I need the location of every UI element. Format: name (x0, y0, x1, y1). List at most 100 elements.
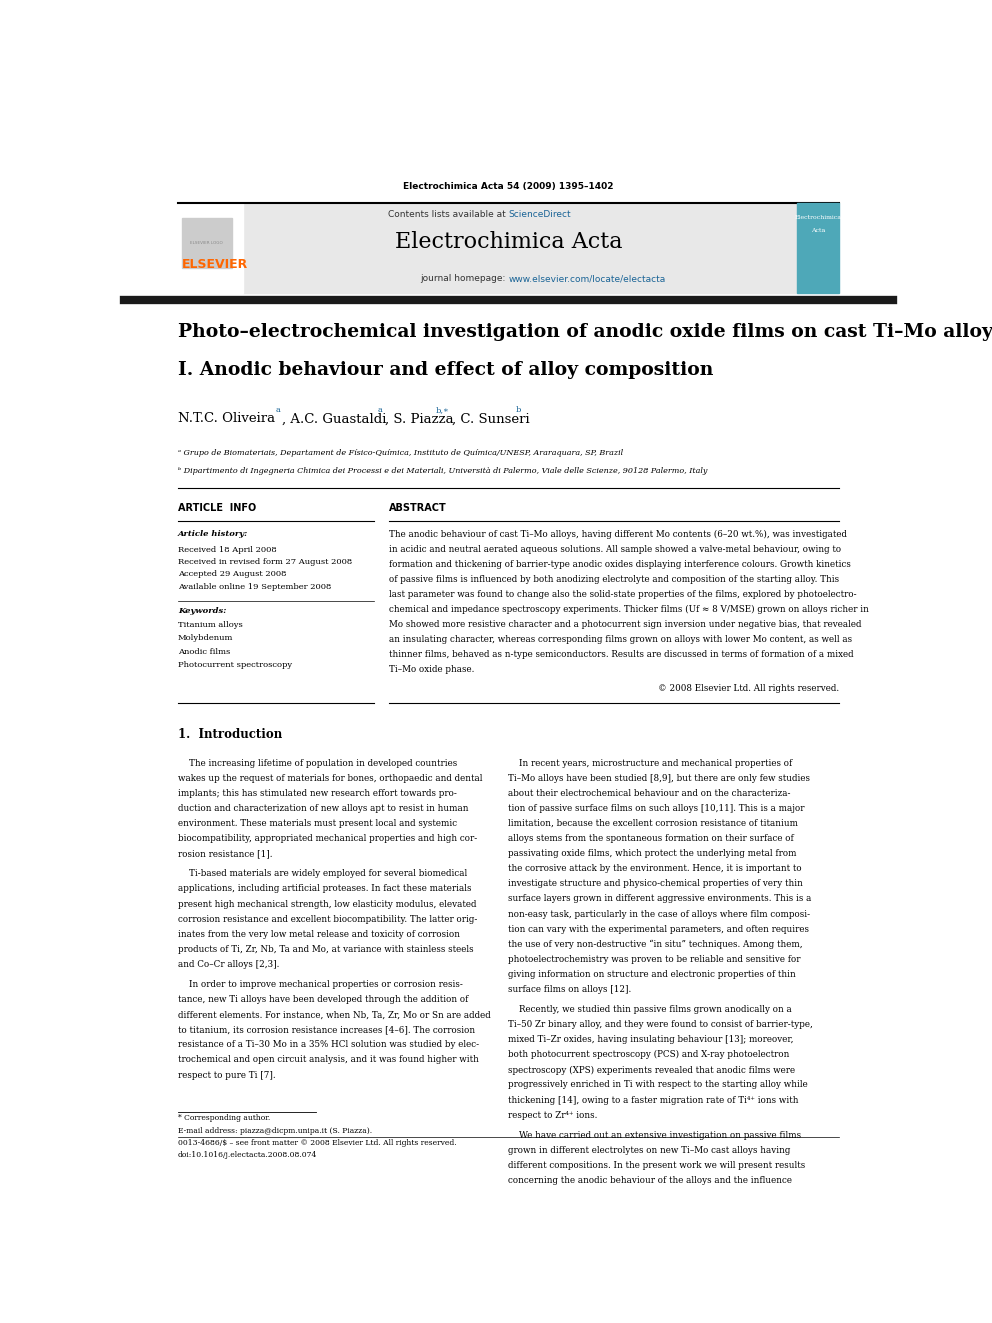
Text: rosion resistance [1].: rosion resistance [1]. (178, 849, 273, 859)
Text: alloys stems from the spontaneous formation on their surface of: alloys stems from the spontaneous format… (509, 835, 795, 843)
Text: the corrosive attack by the environment. Hence, it is important to: the corrosive attack by the environment.… (509, 864, 802, 873)
Text: The increasing lifetime of population in developed countries: The increasing lifetime of population in… (178, 759, 457, 767)
Text: Mo showed more resistive character and a photocurrent sign inversion under negat: Mo showed more resistive character and a… (389, 620, 862, 628)
Text: In order to improve mechanical properties or corrosion resis-: In order to improve mechanical propertie… (178, 980, 462, 990)
Bar (178, 202, 243, 294)
Text: Electrochimica: Electrochimica (795, 214, 841, 220)
Text: b,∗: b,∗ (436, 406, 450, 414)
Text: grown in different electrolytes on new Ti–Mo cast alloys having: grown in different electrolytes on new T… (509, 1146, 791, 1155)
Text: different compositions. In the present work we will present results: different compositions. In the present w… (509, 1162, 806, 1170)
Text: last parameter was found to change also the solid-state properties of the films,: last parameter was found to change also … (389, 590, 857, 599)
Text: Acta: Acta (810, 228, 825, 233)
Text: concerning the anodic behaviour of the alloys and the influence: concerning the anodic behaviour of the a… (509, 1176, 793, 1185)
Text: © 2008 Elsevier Ltd. All rights reserved.: © 2008 Elsevier Ltd. All rights reserved… (658, 684, 839, 693)
Text: products of Ti, Zr, Nb, Ta and Mo, at variance with stainless steels: products of Ti, Zr, Nb, Ta and Mo, at va… (178, 945, 473, 954)
Text: progressively enriched in Ti with respect to the starting alloy while: progressively enriched in Ti with respec… (509, 1081, 808, 1089)
Text: investigate structure and physico-chemical properties of very thin: investigate structure and physico-chemic… (509, 880, 804, 889)
Text: 0013-4686/$ – see front matter © 2008 Elsevier Ltd. All rights reserved.: 0013-4686/$ – see front matter © 2008 El… (178, 1139, 456, 1147)
Text: duction and characterization of new alloys apt to resist in human: duction and characterization of new allo… (178, 804, 468, 814)
Text: Photo–electrochemical investigation of anodic oxide films on cast Ti–Mo alloys.: Photo–electrochemical investigation of a… (178, 323, 992, 341)
Text: , C. Sunseri: , C. Sunseri (451, 413, 529, 426)
Text: respect to pure Ti [7].: respect to pure Ti [7]. (178, 1070, 276, 1080)
Text: Molybdenum: Molybdenum (178, 635, 233, 643)
Text: * Corresponding author.: * Corresponding author. (178, 1114, 270, 1122)
Bar (182, 218, 232, 267)
Text: both photocurrent spectroscopy (PCS) and X-ray photoelectron: both photocurrent spectroscopy (PCS) and… (509, 1050, 790, 1060)
Text: ELSEVIER LOGO: ELSEVIER LOGO (189, 241, 222, 245)
Text: Recently, we studied thin passive films grown anodically on a: Recently, we studied thin passive films … (509, 1005, 793, 1015)
Text: corrosion resistance and excellent biocompatibility. The latter orig-: corrosion resistance and excellent bioco… (178, 914, 477, 923)
Text: doi:10.1016/j.electacta.2008.08.074: doi:10.1016/j.electacta.2008.08.074 (178, 1151, 317, 1159)
Text: respect to Zr⁴⁺ ions.: respect to Zr⁴⁺ ions. (509, 1110, 598, 1119)
Text: Ti–50 Zr binary alloy, and they were found to consist of barrier-type,: Ti–50 Zr binary alloy, and they were fou… (509, 1020, 813, 1029)
Text: wakes up the request of materials for bones, orthopaedic and dental: wakes up the request of materials for bo… (178, 774, 482, 783)
Text: Ti–Mo oxide phase.: Ti–Mo oxide phase. (389, 665, 474, 675)
Text: Keywords:: Keywords: (178, 607, 226, 615)
Text: Received in revised form 27 August 2008: Received in revised form 27 August 2008 (178, 558, 352, 566)
Text: photoelectrochemistry was proven to be reliable and sensitive for: photoelectrochemistry was proven to be r… (509, 955, 801, 963)
Text: thickening [14], owing to a faster migration rate of Ti⁴⁺ ions with: thickening [14], owing to a faster migra… (509, 1095, 799, 1105)
Text: ᵇ Dipartimento di Ingegneria Chimica dei Processi e dei Materiali, Università di: ᵇ Dipartimento di Ingegneria Chimica dei… (178, 467, 707, 475)
Text: Anodic films: Anodic films (178, 648, 230, 656)
Text: to titanium, its corrosion resistance increases [4–6]. The corrosion: to titanium, its corrosion resistance in… (178, 1025, 475, 1035)
Text: an insulating character, whereas corresponding films grown on alloys with lower : an insulating character, whereas corresp… (389, 635, 852, 644)
Text: the use of very non-destructive “in situ” techniques. Among them,: the use of very non-destructive “in situ… (509, 939, 804, 949)
Text: a: a (378, 406, 383, 414)
Text: inates from the very low metal release and toxicity of corrosion: inates from the very low metal release a… (178, 930, 460, 939)
Text: Ti–Mo alloys have been studied [8,9], but there are only few studies: Ti–Mo alloys have been studied [8,9], bu… (509, 774, 810, 783)
Text: Available online 19 September 2008: Available online 19 September 2008 (178, 582, 331, 590)
Text: present high mechanical strength, low elasticity modulus, elevated: present high mechanical strength, low el… (178, 900, 476, 909)
Text: different elements. For instance, when Nb, Ta, Zr, Mo or Sn are added: different elements. For instance, when N… (178, 1011, 491, 1019)
Text: surface films on alloys [12].: surface films on alloys [12]. (509, 984, 632, 994)
Text: Received 18 April 2008: Received 18 April 2008 (178, 546, 277, 554)
Text: limitation, because the excellent corrosion resistance of titanium: limitation, because the excellent corros… (509, 819, 799, 828)
Text: Article history:: Article history: (178, 529, 248, 537)
Text: tance, new Ti alloys have been developed through the addition of: tance, new Ti alloys have been developed… (178, 995, 468, 1004)
Text: biocompatibility, appropriated mechanical properties and high cor-: biocompatibility, appropriated mechanica… (178, 835, 477, 843)
Text: about their electrochemical behaviour and on the characteriza-: about their electrochemical behaviour an… (509, 789, 791, 798)
Text: Electrochimica Acta 54 (2009) 1395–1402: Electrochimica Acta 54 (2009) 1395–1402 (403, 183, 614, 192)
Text: ELSEVIER: ELSEVIER (182, 258, 248, 271)
Text: In recent years, microstructure and mechanical properties of: In recent years, microstructure and mech… (509, 759, 793, 767)
Text: ABSTRACT: ABSTRACT (389, 503, 447, 513)
Text: formation and thickening of barrier-type anodic oxides displaying interference c: formation and thickening of barrier-type… (389, 560, 851, 569)
Bar (243, 202, 797, 294)
Text: Titanium alloys: Titanium alloys (178, 622, 243, 630)
Text: b: b (516, 406, 522, 414)
Text: ᵃ Grupo de Biomateriais, Departament de Físico-Química, Instituto de Química/UNE: ᵃ Grupo de Biomateriais, Departament de … (178, 448, 623, 456)
Text: non-easy task, particularly in the case of alloys where film composi-: non-easy task, particularly in the case … (509, 909, 810, 918)
Text: N.T.C. Oliveira: N.T.C. Oliveira (178, 413, 275, 426)
Text: trochemical and open circuit analysis, and it was found higher with: trochemical and open circuit analysis, a… (178, 1056, 479, 1065)
Text: of passive films is influenced by both anodizing electrolyte and composition of : of passive films is influenced by both a… (389, 574, 839, 583)
Text: environment. These materials must present local and systemic: environment. These materials must presen… (178, 819, 457, 828)
Text: ARTICLE  INFO: ARTICLE INFO (178, 503, 256, 513)
Text: tion can vary with the experimental parameters, and often requires: tion can vary with the experimental para… (509, 925, 809, 934)
Text: , S. Piazza: , S. Piazza (385, 413, 453, 426)
Text: ScienceDirect: ScienceDirect (509, 209, 571, 218)
Text: tion of passive surface films on such alloys [10,11]. This is a major: tion of passive surface films on such al… (509, 804, 805, 814)
Text: The anodic behaviour of cast Ti–Mo alloys, having different Mo contents (6–20 wt: The anodic behaviour of cast Ti–Mo alloy… (389, 529, 847, 538)
Text: journal homepage:: journal homepage: (421, 274, 509, 283)
Text: E-mail address: piazza@dicpm.unipa.it (S. Piazza).: E-mail address: piazza@dicpm.unipa.it (S… (178, 1127, 372, 1135)
Text: chemical and impedance spectroscopy experiments. Thicker films (Uf ≈ 8 V/MSE) gr: chemical and impedance spectroscopy expe… (389, 605, 869, 614)
Text: giving information on structure and electronic properties of thin: giving information on structure and elec… (509, 970, 797, 979)
Text: and Co–Cr alloys [2,3].: and Co–Cr alloys [2,3]. (178, 960, 279, 968)
Text: Electrochimica Acta: Electrochimica Acta (395, 232, 622, 253)
Bar (797, 202, 839, 294)
Text: a: a (276, 406, 281, 414)
Text: Ti-based materials are widely employed for several biomedical: Ti-based materials are widely employed f… (178, 869, 467, 878)
Text: Photocurrent spectroscopy: Photocurrent spectroscopy (178, 662, 292, 669)
Text: resistance of a Ti–30 Mo in a 35% HCl solution was studied by elec-: resistance of a Ti–30 Mo in a 35% HCl so… (178, 1040, 479, 1049)
Text: www.elsevier.com/locate/electacta: www.elsevier.com/locate/electacta (509, 274, 666, 283)
Text: passivating oxide films, which protect the underlying metal from: passivating oxide films, which protect t… (509, 849, 797, 859)
Text: implants; this has stimulated new research effort towards pro-: implants; this has stimulated new resear… (178, 789, 456, 798)
Text: surface layers grown in different aggressive environments. This is a: surface layers grown in different aggres… (509, 894, 811, 904)
Text: thinner films, behaved as n-type semiconductors. Results are discussed in terms : thinner films, behaved as n-type semicon… (389, 650, 854, 659)
Text: We have carried out an extensive investigation on passive films: We have carried out an extensive investi… (509, 1131, 802, 1140)
Text: I. Anodic behaviour and effect of alloy composition: I. Anodic behaviour and effect of alloy … (178, 361, 713, 380)
Text: Contents lists available at: Contents lists available at (388, 209, 509, 218)
Text: Accepted 29 August 2008: Accepted 29 August 2008 (178, 570, 287, 578)
Text: 1.  Introduction: 1. Introduction (178, 728, 282, 741)
Text: , A.C. Guastaldi: , A.C. Guastaldi (283, 413, 387, 426)
Text: mixed Ti–Zr oxides, having insulating behaviour [13]; moreover,: mixed Ti–Zr oxides, having insulating be… (509, 1036, 794, 1044)
